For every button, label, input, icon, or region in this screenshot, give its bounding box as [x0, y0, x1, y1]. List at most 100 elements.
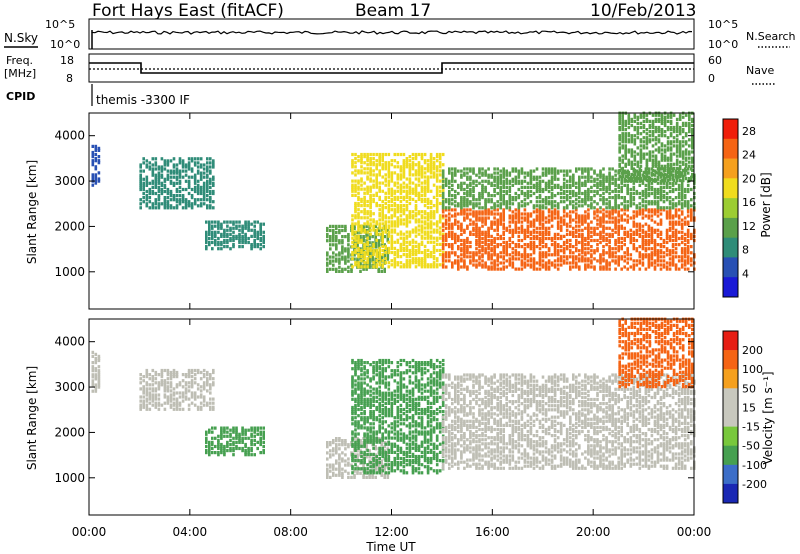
- echo-cell: [223, 230, 226, 234]
- echo-cell: [688, 115, 691, 119]
- echo-cell: [199, 171, 203, 175]
- echo-cell: [151, 375, 155, 379]
- echo-cell: [621, 121, 624, 125]
- echo-cell: [166, 191, 170, 196]
- echo-cell: [354, 234, 357, 238]
- echo-cell: [402, 195, 406, 199]
- echo-cell: [662, 189, 666, 194]
- echo-cell: [484, 198, 487, 202]
- echo-cell: [402, 185, 406, 189]
- echo-cell: [466, 251, 469, 255]
- echo-cell: [460, 222, 463, 226]
- echo-cell: [520, 200, 524, 204]
- echo-cell: [472, 226, 475, 230]
- echo-cell: [405, 259, 409, 263]
- echo-cell: [523, 230, 527, 234]
- echo-cell: [645, 158, 649, 162]
- echo-cell: [517, 171, 521, 175]
- echo-cell: [505, 245, 508, 249]
- echo-cell: [672, 136, 676, 140]
- echo-cell: [587, 196, 590, 200]
- echo-cell: [569, 191, 572, 196]
- echo-cell: [160, 169, 164, 173]
- echo-cell: [686, 189, 690, 194]
- echo-cell: [472, 202, 475, 206]
- echo-cell: [481, 232, 484, 236]
- echo-cell: [148, 383, 152, 387]
- echo-cell: [666, 128, 670, 132]
- echo-cell: [523, 257, 527, 261]
- echo-cell: [175, 375, 179, 379]
- echo-cell: [372, 220, 375, 224]
- echo-cell: [666, 162, 670, 166]
- echo-cell: [681, 154, 685, 158]
- echo-cell: [472, 185, 475, 189]
- echo-cell: [351, 222, 354, 226]
- echo-cell: [205, 430, 208, 434]
- echo-cell: [166, 401, 170, 405]
- echo-cell: [487, 198, 490, 202]
- echo-cell: [602, 198, 605, 202]
- echo-cell: [680, 255, 684, 259]
- echo-cell: [139, 387, 142, 391]
- echo-cell: [238, 245, 241, 249]
- echo-cell: [638, 191, 642, 196]
- echo-cell: [244, 226, 247, 230]
- echo-cell: [493, 177, 496, 181]
- echo-cell: [639, 140, 643, 144]
- echo-cell: [363, 261, 366, 265]
- echo-cell: [493, 247, 496, 251]
- echo-cell: [478, 218, 481, 222]
- echo-cell: [666, 136, 670, 140]
- echo-cell: [393, 230, 397, 234]
- echo-cell: [671, 261, 675, 265]
- echo-cell: [626, 206, 629, 210]
- echo-cell: [220, 442, 223, 447]
- echo-cell: [360, 226, 363, 230]
- echo-cell: [338, 228, 341, 233]
- echo-cell: [375, 185, 378, 189]
- echo-cell: [444, 253, 448, 257]
- echo-cell: [448, 251, 451, 255]
- echo-cell: [411, 257, 415, 261]
- echo-cell: [553, 185, 557, 189]
- echo-cell: [651, 164, 655, 168]
- echo-cell: [448, 206, 451, 210]
- echo-cell: [148, 196, 152, 200]
- echo-cell: [363, 187, 366, 191]
- echo-cell: [438, 230, 442, 234]
- echo-cell: [653, 228, 657, 232]
- echo-cell: [332, 228, 335, 233]
- echo-cell: [408, 191, 412, 195]
- echo-cell: [172, 393, 176, 397]
- echo-cell: [505, 228, 508, 232]
- echo-cell: [611, 251, 614, 255]
- echo-cell: [511, 183, 515, 187]
- echo-cell: [193, 200, 197, 204]
- echo-cell: [490, 265, 493, 269]
- echo-cell: [414, 187, 418, 191]
- echo-cell: [390, 263, 394, 267]
- echo-cell: [157, 167, 161, 171]
- echo-cell: [484, 216, 487, 220]
- echo-cell: [139, 198, 142, 202]
- echo-cell: [659, 175, 663, 179]
- echo-cell: [209, 383, 212, 387]
- echo-cell: [541, 265, 545, 269]
- echo-cell: [142, 385, 145, 389]
- echo-cell: [505, 249, 508, 253]
- echo-cell: [460, 247, 463, 251]
- echo-cell: [97, 381, 101, 385]
- echo-cell: [544, 226, 548, 230]
- echo-cell: [508, 187, 512, 192]
- echo-cell: [683, 247, 687, 251]
- echo-cell: [505, 177, 508, 181]
- echo-cell: [91, 375, 95, 379]
- echo-cell: [578, 187, 581, 192]
- echo-cell: [626, 234, 629, 238]
- echo-cell: [684, 142, 688, 146]
- echo-cell: [499, 206, 502, 210]
- echo-cell: [572, 251, 575, 255]
- echo-cell: [636, 136, 640, 140]
- echo-cell: [172, 407, 176, 411]
